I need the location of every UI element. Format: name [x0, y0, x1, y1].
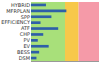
svg-text:HYBRID: HYBRID: [11, 2, 30, 8]
svg-text:EV: EV: [23, 43, 30, 49]
svg-text:EFFICIENCY: EFFICIENCY: [1, 19, 31, 25]
svg-text:PV: PV: [24, 37, 31, 43]
svg-text:SPP: SPP: [21, 14, 30, 20]
svg-text:BESS: BESS: [17, 49, 30, 55]
svg-text:MFRPLAN: MFRPLAN: [6, 8, 30, 14]
svg-text:DSM: DSM: [19, 55, 30, 61]
svg-text:CHP: CHP: [20, 31, 30, 37]
svg-text:ATF: ATF: [21, 25, 30, 31]
